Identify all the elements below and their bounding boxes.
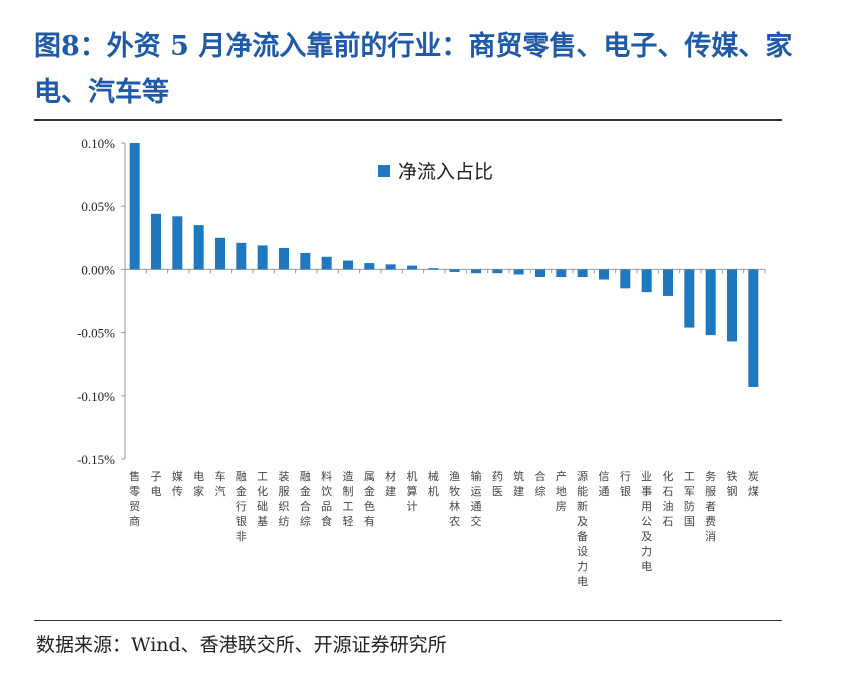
x-tick-label: 务服者费消: [705, 470, 716, 543]
bar: [215, 237, 225, 270]
bar: [407, 265, 417, 270]
x-tick-label: 子电: [151, 470, 162, 498]
bar: [535, 269, 545, 277]
bar: [513, 269, 524, 275]
x-tick-label: 筑建: [513, 469, 524, 498]
bar: [641, 269, 652, 293]
y-tick-label: -0.15%: [77, 452, 115, 467]
x-tick-label: 料饮品食: [321, 469, 332, 528]
x-tick-label: 材建: [385, 469, 396, 498]
x-tick-label: 装服织纺: [279, 470, 290, 528]
x-tick-label: 造制工轻: [343, 469, 354, 528]
bottom-divider: [34, 620, 782, 621]
x-tick-label: 业事用公及力电: [641, 470, 652, 573]
bar: [236, 242, 247, 270]
bar: [300, 252, 311, 270]
bar: [449, 269, 460, 272]
bar: [620, 269, 631, 289]
y-tick-label: 0.00%: [81, 262, 115, 277]
y-tick-label: 0.10%: [81, 136, 115, 151]
bar: [321, 256, 332, 270]
x-tick-label: 产地房: [556, 469, 567, 513]
x-tick-label: 械机: [428, 469, 439, 498]
bar: [556, 269, 567, 277]
legend-swatch: [378, 165, 390, 177]
bar: [151, 213, 161, 270]
x-tick-label: 铁钢: [727, 470, 738, 498]
bar: [577, 269, 588, 277]
x-tick-label: 炭煤: [748, 470, 759, 498]
bar: [257, 245, 268, 270]
x-tick-label: 工军防国: [684, 470, 695, 528]
x-tick-label: 媒传: [172, 470, 183, 498]
x-tick-label: 药医: [492, 470, 503, 498]
y-tick-label: 0.05%: [81, 199, 115, 214]
x-tick-label: 工化础基: [257, 470, 268, 528]
x-tick-label: 融金行银非: [236, 470, 247, 543]
x-tick-label: 输运通交: [471, 469, 482, 528]
x-tick-label: 机算计: [407, 469, 418, 513]
x-tick-label: 化石油石: [663, 469, 674, 528]
bar: [428, 268, 439, 270]
x-tick-label: 信通: [599, 470, 610, 498]
bar: [343, 260, 353, 270]
legend-label: 净流入占比: [398, 161, 493, 183]
bar: [748, 269, 759, 387]
source-note: 数据来源：Wind、香港联交所、开源证券研究所: [36, 634, 447, 656]
x-tick-label: 电家: [193, 470, 204, 498]
bar: [599, 269, 609, 280]
bar: [727, 269, 737, 342]
x-tick-label: 合综: [535, 469, 546, 498]
x-tick-label: 渔牧林农: [449, 470, 460, 528]
bar: [193, 225, 204, 270]
chart-title: 图8：外资 5 月净流入靠前的行业：商贸零售、电子、传媒、家电、汽车等: [34, 31, 793, 108]
bar: [663, 269, 673, 296]
x-tick-label: 行银: [620, 470, 631, 498]
bar: [385, 264, 396, 270]
top-divider: [34, 119, 782, 121]
x-tick-label: 源能新及备设力电: [577, 469, 588, 588]
x-tick-label: 属金色有: [364, 470, 375, 528]
y-tick-label: -0.05%: [77, 326, 115, 341]
bar: [364, 263, 375, 270]
x-tick-label: 融金合综: [300, 470, 311, 528]
bar: [172, 216, 183, 270]
bar: [705, 269, 716, 336]
bar: [279, 247, 289, 270]
bar: [471, 269, 481, 274]
x-tick-label: 车汽: [215, 469, 226, 498]
x-tick-label: 售零贸商: [129, 469, 140, 528]
bar: [492, 269, 503, 274]
y-tick-label: -0.10%: [77, 389, 115, 404]
bar: [129, 143, 140, 270]
bar: [684, 269, 695, 328]
